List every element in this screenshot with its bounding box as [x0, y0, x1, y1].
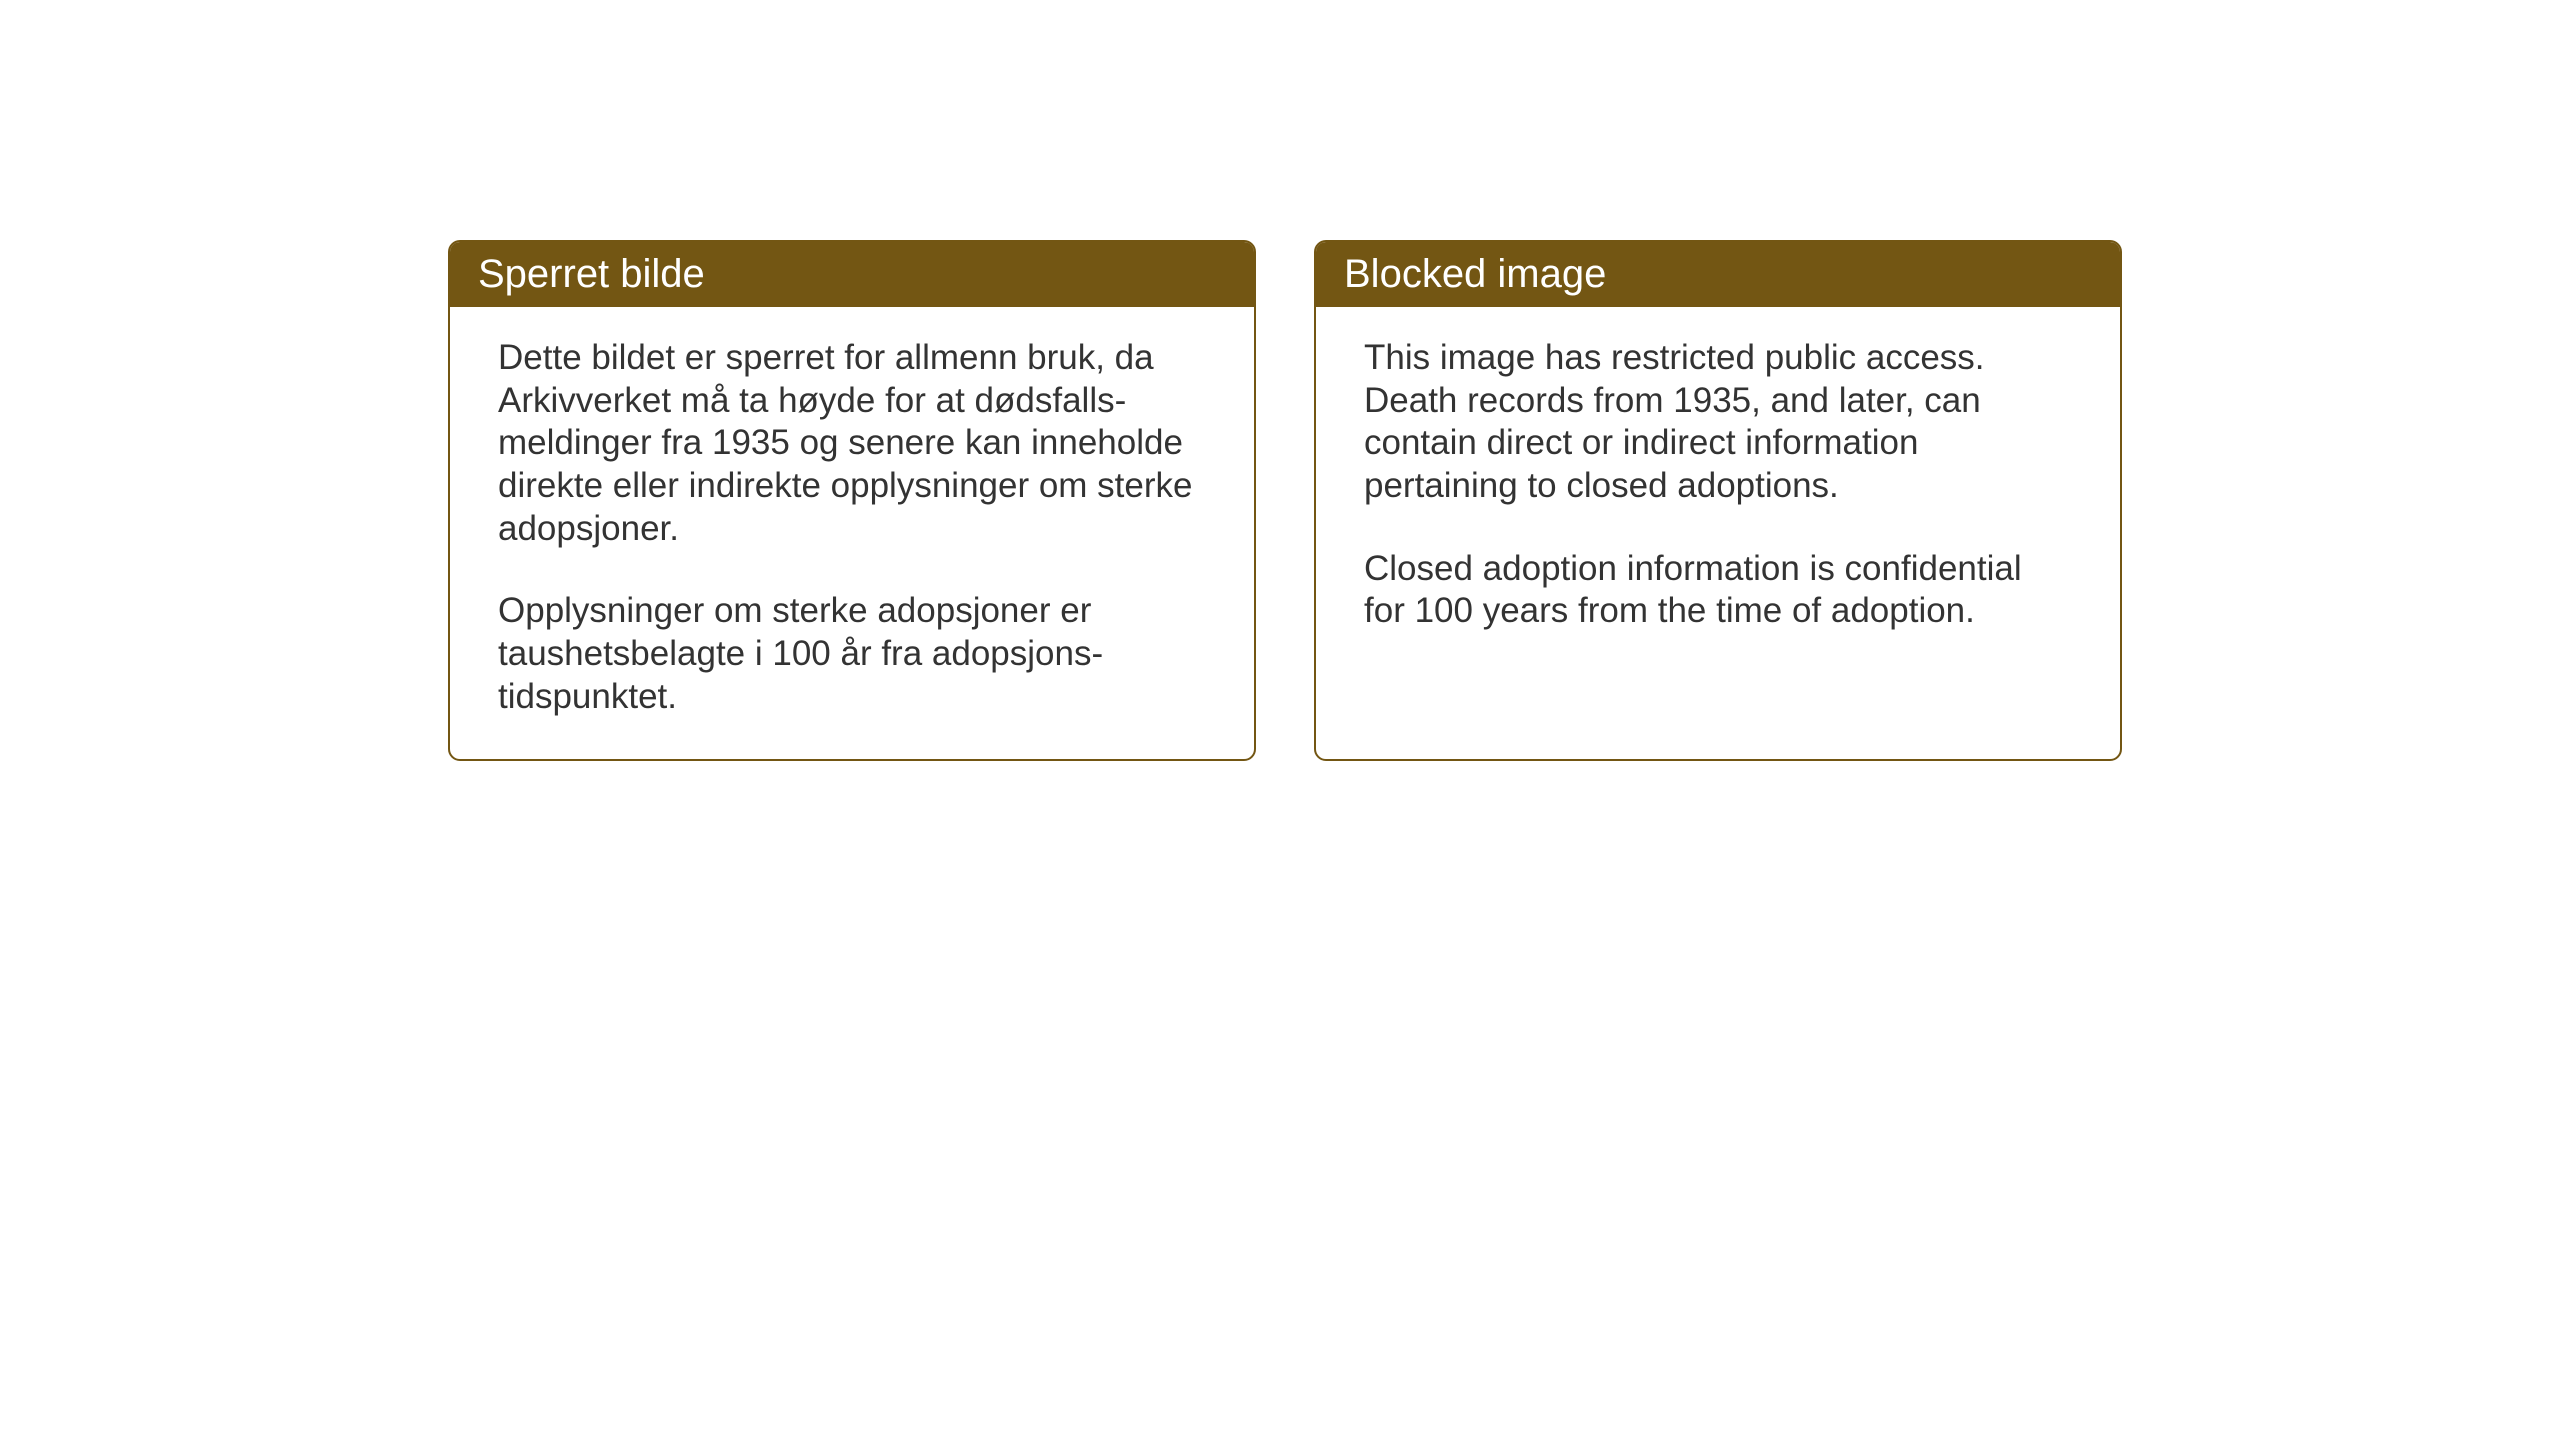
notice-container: Sperret bilde Dette bildet er sperret fo…	[448, 240, 2122, 761]
notice-header-english: Blocked image	[1316, 242, 2120, 307]
notice-header-norwegian: Sperret bilde	[450, 242, 1254, 307]
notice-paragraph: This image has restricted public access.…	[1364, 337, 2072, 508]
notice-paragraph: Dette bildet er sperret for allmenn bruk…	[498, 337, 1206, 550]
notice-body-english: This image has restricted public access.…	[1316, 307, 2120, 673]
notice-paragraph: Opplysninger om sterke adopsjoner er tau…	[498, 590, 1206, 718]
notice-body-norwegian: Dette bildet er sperret for allmenn bruk…	[450, 307, 1254, 759]
notice-paragraph: Closed adoption information is confident…	[1364, 548, 2072, 633]
notice-card-english: Blocked image This image has restricted …	[1314, 240, 2122, 761]
notice-card-norwegian: Sperret bilde Dette bildet er sperret fo…	[448, 240, 1256, 761]
